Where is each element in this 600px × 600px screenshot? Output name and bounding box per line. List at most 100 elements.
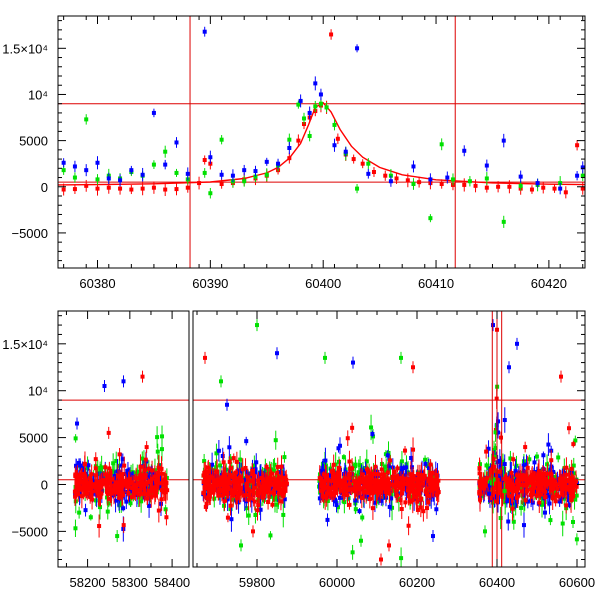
data-point-green [511,519,516,524]
data-point-blue [379,498,384,503]
data-point-red [379,557,383,562]
data-point-blue [504,499,509,504]
data-point-red [555,486,560,491]
baseline-axes-frame-1 [57,310,190,568]
data-point-red [144,445,149,450]
data-point-blue [409,465,414,470]
data-point-green [252,463,257,468]
y-tick-label: 10⁴ [28,87,48,102]
data-point-blue [121,506,126,511]
data-point-green [519,505,524,510]
data-point-red [415,489,420,494]
data-point-red [564,465,569,470]
data-point-green [273,438,278,443]
data-point-blue [353,498,358,503]
data-point-green [553,489,558,494]
data-point-blue [249,498,254,503]
data-point-green [374,475,379,480]
data-point-green [548,518,553,523]
data-point-blue [227,445,232,450]
data-point-blue [99,476,104,481]
data-point-green [571,471,576,476]
data-point-green [386,450,391,455]
data-point-red [371,170,376,174]
data-point-blue [401,466,406,471]
data-point-red [538,492,543,497]
data-point-red [523,445,528,450]
data-point-blue [521,463,526,468]
data-point-red [564,472,569,477]
data-point-red [329,32,334,37]
data-point-red [375,490,380,495]
data-point-red [163,187,168,192]
data-point-red [411,474,416,479]
data-point-red [379,467,384,472]
data-point-red [383,478,388,483]
data-point-blue [431,534,435,539]
data-point-blue [333,499,338,504]
data-point-red [255,508,260,513]
data-point-red [248,496,253,501]
data-point-blue [565,491,570,496]
data-point-red [250,489,255,494]
data-point-red [427,473,432,478]
data-point-red [499,435,503,440]
data-point-green [399,556,404,561]
data-point-blue [495,460,500,465]
data-point-green [502,489,507,494]
data-point-red [246,497,251,502]
data-point-red [525,480,530,485]
data-point-green [492,454,497,459]
data-point-blue [403,483,408,488]
data-point-red [257,489,262,494]
data-point-red [142,482,147,487]
data-point-red [545,471,550,476]
data-point-red [347,471,352,476]
data-point-blue [487,491,492,496]
data-point-blue [61,160,66,165]
data-point-blue [524,462,529,467]
data-point-red [154,479,159,484]
data-point-blue [216,448,221,453]
data-point-red [150,468,155,473]
y-tick-label: 0 [41,180,48,195]
y-tick-label: −5000 [11,524,48,539]
data-point-red [140,186,145,191]
data-point-red [320,487,325,492]
data-point-blue [357,509,362,514]
data-point-red [94,473,99,478]
data-point-blue [502,418,507,423]
data-point-red [281,481,286,486]
data-point-red [547,479,552,484]
data-point-green [135,469,140,474]
data-point-red [146,466,151,471]
data-point-red [93,466,98,471]
data-point-green [242,179,247,184]
data-point-red [392,470,397,475]
data-point-green [399,355,403,360]
data-point-blue [129,168,134,173]
data-point-red [418,477,423,482]
data-point-blue [229,517,234,522]
data-point-green [323,355,327,360]
data-point-red [126,491,131,496]
data-point-red [343,485,348,490]
data-point-red [97,524,102,529]
data-point-blue [158,501,163,506]
data-point-red [222,491,227,496]
data-point-red [395,493,400,498]
data-point-red [365,467,370,472]
data-point-red [496,484,501,489]
data-point-green [219,379,223,384]
data-point-red [81,479,86,484]
data-point-red [276,481,281,486]
data-point-red [228,466,233,471]
data-point-green [105,509,110,514]
data-point-red [359,496,364,501]
data-point-green [212,496,217,501]
data-point-green [493,446,498,451]
data-point-red [127,481,132,486]
data-point-red [280,493,285,498]
data-point-red [219,493,224,498]
data-point-green [514,463,519,468]
